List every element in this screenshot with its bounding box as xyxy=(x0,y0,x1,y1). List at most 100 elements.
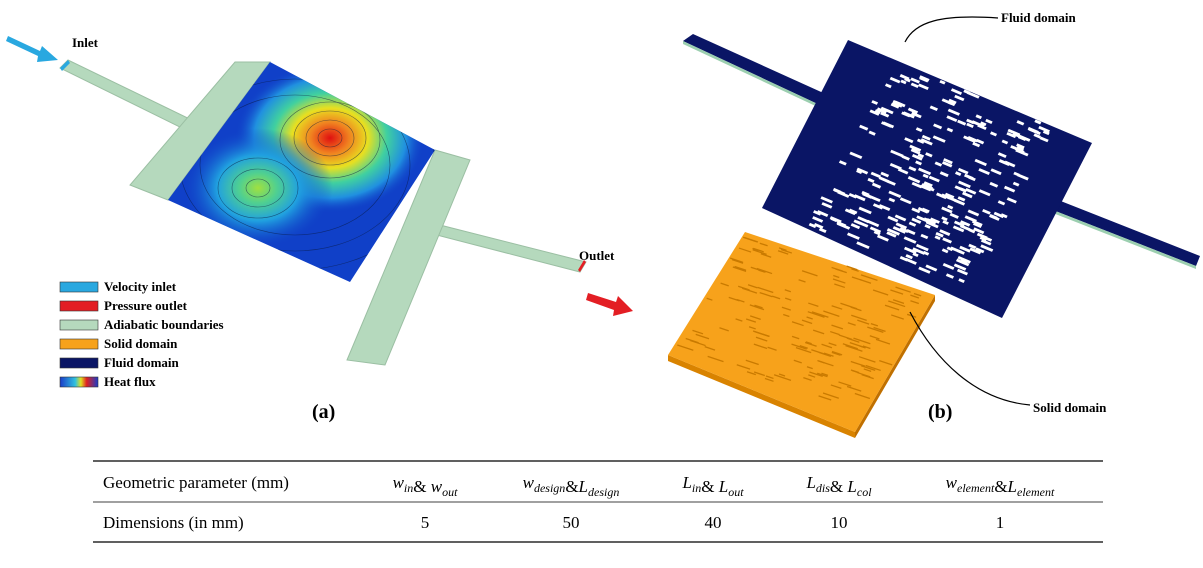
fluid-hole xyxy=(872,203,884,210)
solid-rib xyxy=(807,311,825,318)
fluid-hole xyxy=(866,219,880,228)
solid-rib xyxy=(818,395,832,401)
fluid-hole xyxy=(989,131,998,137)
fluid-hole xyxy=(947,108,960,116)
fluid-hole xyxy=(957,196,966,202)
table-cell: 10 xyxy=(831,513,848,532)
fluid-hole xyxy=(963,173,974,180)
fluid-hole xyxy=(905,254,913,260)
table-cell: Geometric parameter (mm) xyxy=(103,473,289,492)
fluid-hole xyxy=(944,192,955,199)
fluid-hole xyxy=(935,231,944,238)
fluid-hole xyxy=(816,210,829,217)
fluid-hole xyxy=(846,232,860,240)
solid-rib xyxy=(888,300,906,308)
solid-rib xyxy=(791,321,804,327)
math-symbol: L xyxy=(681,473,691,492)
fluid-hole xyxy=(980,239,992,246)
fluid-hole xyxy=(942,262,955,270)
math-symbol: & xyxy=(701,477,718,496)
fluid-hole xyxy=(903,236,917,244)
fluid-hole xyxy=(946,115,958,122)
solid-rib xyxy=(752,330,770,338)
math-symbol: L xyxy=(718,477,728,496)
fluid-hole xyxy=(922,173,929,179)
table-cell: 1 xyxy=(996,513,1005,532)
fluid-hole xyxy=(857,216,870,224)
fluid-hole xyxy=(894,214,907,222)
fluid-hole xyxy=(967,135,978,143)
solid-rib xyxy=(890,314,904,320)
panel-a-geometry xyxy=(6,36,633,366)
fluid-hole xyxy=(939,229,951,236)
solid-rib xyxy=(847,322,856,326)
fluid-hole xyxy=(946,246,954,252)
solid-rib xyxy=(750,266,766,273)
solid-rib xyxy=(732,266,747,273)
fluid-hole xyxy=(850,223,861,230)
solid-rib xyxy=(692,329,704,335)
inlet-channel xyxy=(59,59,201,133)
solid-rib xyxy=(737,285,750,291)
fluid-hole xyxy=(900,79,907,85)
fluid-hole xyxy=(880,121,892,128)
fluid-hole xyxy=(972,141,981,148)
solid-rib xyxy=(746,371,756,376)
fluid-hole xyxy=(990,168,1002,176)
fluid-hole xyxy=(892,226,907,234)
fluid-hole xyxy=(880,106,894,115)
solid-rib xyxy=(799,344,808,349)
fluid-hole xyxy=(888,197,896,203)
fluid-hole xyxy=(941,193,951,200)
legend-swatch xyxy=(59,357,99,369)
math-subscript: design xyxy=(534,481,565,495)
solid-rib xyxy=(690,339,706,347)
fluid-hole xyxy=(911,146,919,152)
fluid-hole xyxy=(993,211,1005,219)
fluid-hole xyxy=(916,215,929,223)
solid-rib xyxy=(823,310,840,317)
fluid-hole xyxy=(907,176,921,184)
fluid-hole xyxy=(966,91,980,99)
math-symbol: & xyxy=(994,477,1007,496)
fluid-hole xyxy=(941,248,949,254)
fluid-hole xyxy=(1012,181,1020,187)
fluid-hole xyxy=(975,247,985,254)
fluid-hole xyxy=(880,111,890,118)
fluid-hole xyxy=(983,236,993,242)
solid-rib xyxy=(752,249,767,256)
solid-rib xyxy=(816,372,828,378)
solid-rib xyxy=(719,327,729,332)
fluid-hole xyxy=(869,226,882,234)
fluid-hole xyxy=(813,210,822,216)
fluid-hole xyxy=(953,263,967,271)
fluid-hole xyxy=(1016,120,1025,126)
solid-rib xyxy=(869,335,880,340)
solid-rib xyxy=(795,346,812,354)
fluid-hole xyxy=(905,257,917,265)
fluid-hole xyxy=(899,197,912,205)
solid-rib xyxy=(731,259,744,264)
solid-rib xyxy=(809,371,823,378)
legend-label: Pressure outlet xyxy=(104,298,188,313)
fluid-hole xyxy=(954,199,966,206)
legend-swatch xyxy=(59,281,99,293)
fluid-hole xyxy=(912,252,919,257)
solid-rib xyxy=(830,330,840,336)
fluid-hole xyxy=(855,220,869,228)
solid-rib xyxy=(677,344,694,351)
fluid-hole xyxy=(954,94,965,102)
fluid-hole xyxy=(920,233,929,240)
fluid-hole xyxy=(912,247,926,255)
solid-rib xyxy=(828,342,837,347)
math-subscript: col xyxy=(857,485,872,499)
legend-label: Fluid domain xyxy=(104,355,180,370)
fluid-hole xyxy=(918,266,931,274)
table-cell: 40 xyxy=(705,513,722,532)
fluid-hole xyxy=(812,216,824,223)
adiabatic-strip xyxy=(346,149,471,366)
table-header-cell: Ldis& Lcol xyxy=(805,473,872,499)
solid-rib xyxy=(838,381,852,387)
fluid-hole xyxy=(821,202,833,209)
fluid-hole xyxy=(915,127,923,133)
